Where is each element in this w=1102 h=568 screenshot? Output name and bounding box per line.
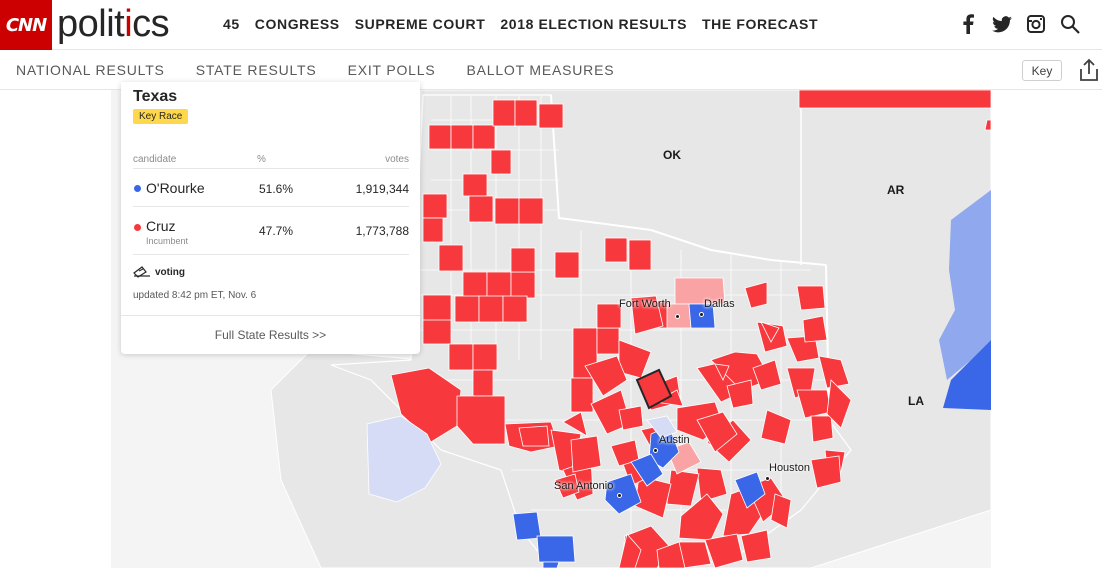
candidate-pct: 47.7% (259, 224, 294, 238)
candidate-name: O'Rourke (146, 180, 205, 196)
section-logo[interactable]: politics (57, 3, 170, 46)
status-text: voting (155, 267, 185, 278)
candidate-name: Cruz (146, 218, 176, 234)
party-dot-dem (134, 185, 141, 192)
city-dot-fort-worth (675, 314, 680, 319)
state-label-ar: AR (887, 183, 905, 197)
state-label-la: LA (908, 394, 924, 408)
city-label-houston: Houston (769, 462, 810, 474)
tab-state-results[interactable]: STATE RESULTS (195, 62, 317, 78)
city-label-austin: Austin (659, 434, 690, 446)
key-button[interactable]: Key (1022, 60, 1062, 81)
nav-congress[interactable]: CONGRESS (254, 16, 340, 32)
candidate-votes: 1,919,344 (355, 182, 409, 196)
city-dot-houston (765, 476, 770, 481)
section-name: politics (57, 3, 170, 45)
party-dot-rep (134, 224, 141, 231)
full-state-results-link[interactable]: Full State Results >> (121, 315, 420, 354)
city-label-fort-worth: Fort Worth (619, 298, 671, 310)
instagram-icon[interactable] (1026, 13, 1046, 35)
tab-ballot-measures[interactable]: BALLOT MEASURES (466, 62, 615, 78)
ballot-icon (133, 264, 151, 281)
race-results-panel: Texas Key Race candidate % votes O'Rourk… (121, 82, 420, 354)
incumbent-label: Incumbent (146, 236, 189, 246)
county-map[interactable]: OK AR LA Fort Worth Dallas Austin San An… (111, 90, 991, 568)
city-dot-dallas (699, 312, 704, 317)
candidate-pct: 51.6% (259, 182, 294, 196)
header-pct: % (257, 154, 266, 165)
section-logo-accent: i (124, 3, 133, 45)
state-label-ok: OK (663, 148, 681, 162)
city-dot-san-antonio (617, 493, 622, 498)
tab-exit-polls[interactable]: EXIT POLLS (347, 62, 436, 78)
key-race-badge: Key Race (133, 109, 189, 124)
divider (133, 254, 409, 255)
share-icon[interactable] (1078, 58, 1100, 82)
facebook-icon[interactable] (958, 13, 978, 35)
results-nav: NATIONAL RESULTS STATE RESULTS EXIT POLL… (16, 62, 645, 78)
city-dot-austin (653, 448, 658, 453)
top-header: CNN politics 45 CONGRESS SUPREME COURT 2… (0, 0, 1102, 50)
header-votes: votes (385, 154, 409, 165)
candidate-votes: 1,773,788 (355, 224, 409, 238)
state-name: Texas (133, 88, 178, 105)
nav-election-results[interactable]: 2018 ELECTION RESULTS (500, 16, 688, 32)
nav-supreme-court[interactable]: SUPREME COURT (354, 16, 486, 32)
city-label-san-antonio: San Antonio (554, 480, 614, 492)
nav-forecast[interactable]: THE FORECAST (702, 16, 819, 32)
tab-national-results[interactable]: NATIONAL RESULTS (16, 62, 165, 78)
twitter-icon[interactable] (992, 13, 1012, 35)
city-label-dallas: Dallas (704, 298, 735, 310)
cnn-logo[interactable]: CNN (0, 0, 52, 50)
candidate-row[interactable]: O'Rourke 51.6% 1,919,344 (133, 168, 409, 206)
nav-45[interactable]: 45 (223, 16, 240, 32)
candidate-row[interactable]: Cruz Incumbent 47.7% 1,773,788 (133, 206, 409, 254)
search-icon[interactable] (1060, 13, 1080, 35)
voting-status: voting (133, 264, 185, 281)
social-links (958, 13, 1080, 35)
header-candidate: candidate (133, 154, 177, 165)
updated-time: updated 8:42 pm ET, Nov. 6 (133, 290, 257, 301)
main-nav: 45 CONGRESS SUPREME COURT 2018 ELECTION … (223, 16, 833, 32)
